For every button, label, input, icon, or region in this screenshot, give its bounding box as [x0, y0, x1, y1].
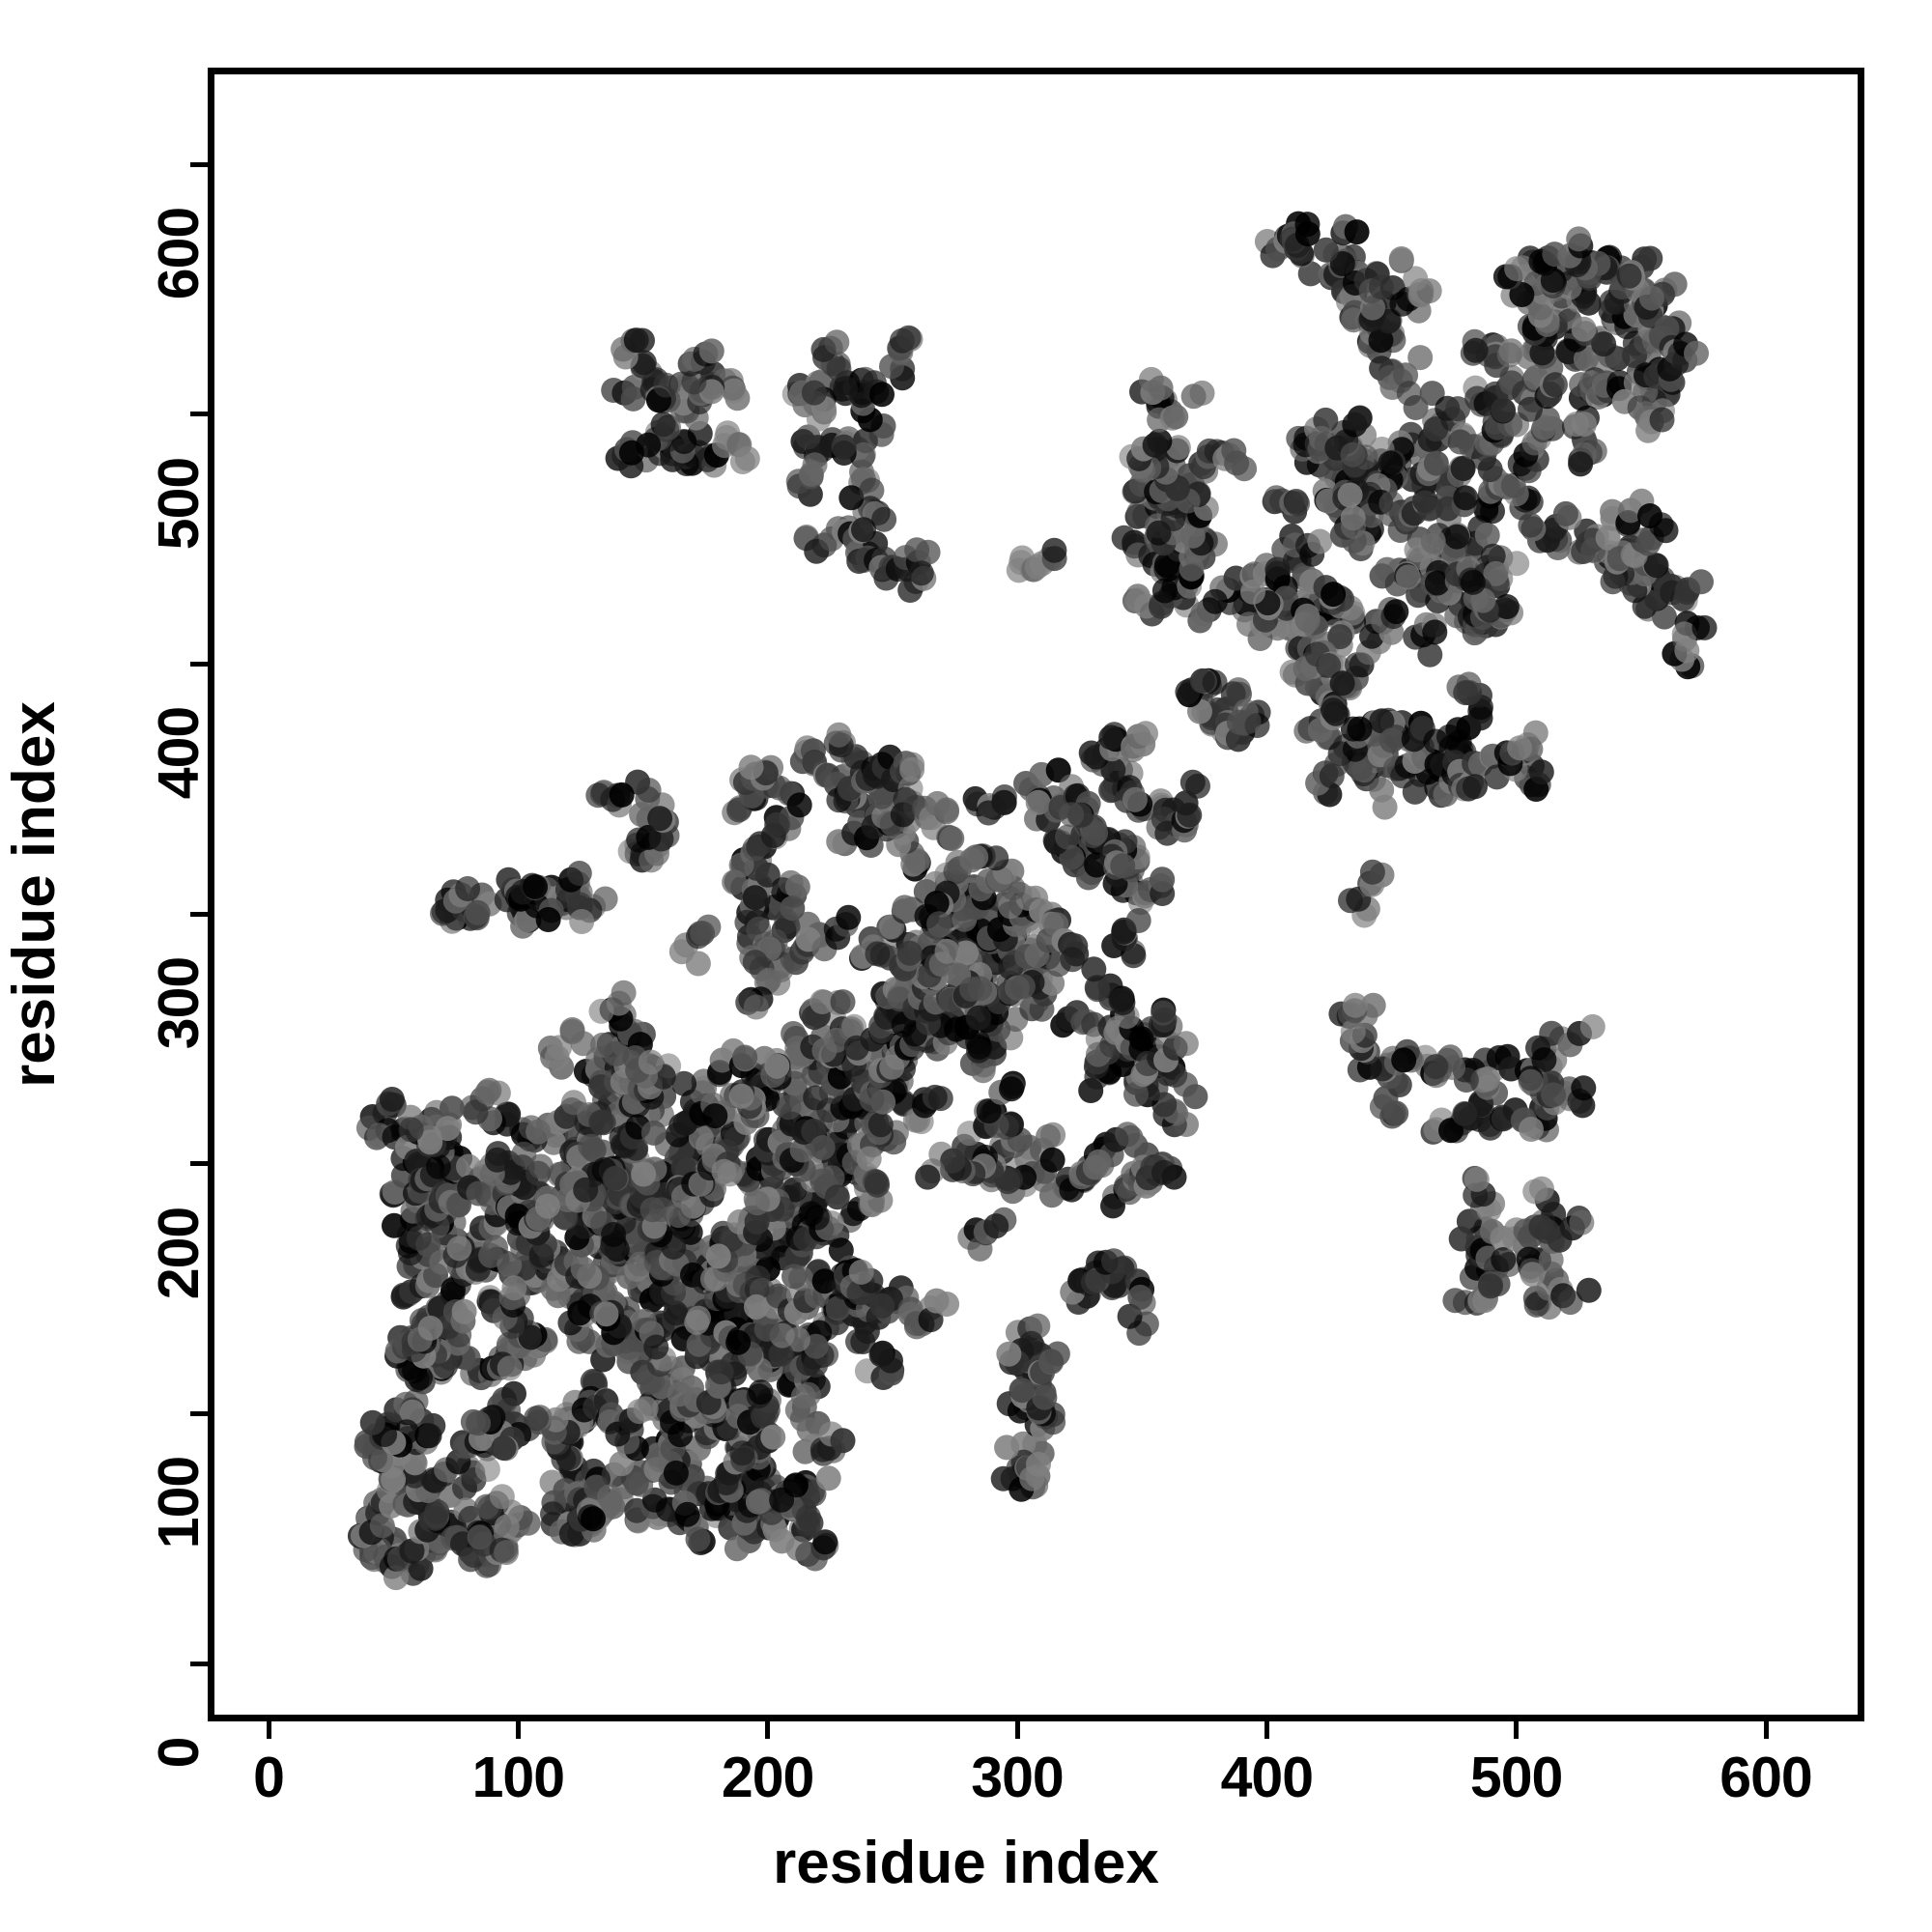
x-axis-tick [1264, 1721, 1269, 1739]
y-axis-tick-label: 200 [147, 1207, 211, 1299]
y-axis-tick-label: 500 [147, 457, 211, 550]
y-axis-tick-label: 100 [147, 1457, 211, 1549]
y-axis-tick [190, 911, 208, 917]
x-axis-tick-label: 100 [471, 1746, 565, 1809]
x-axis-tick-label: 0 [253, 1746, 285, 1809]
x-axis-tick-label: 400 [1220, 1746, 1314, 1809]
x-axis-tick [765, 1721, 771, 1739]
y-axis-tick [190, 161, 208, 167]
y-axis-tick [190, 1661, 208, 1666]
y-axis-tick-label: 400 [147, 707, 211, 800]
plot-frame [208, 68, 1864, 1721]
x-axis-label: residue index [773, 1830, 1159, 1896]
y-axis-tick [190, 1161, 208, 1167]
x-axis-tick [1014, 1721, 1020, 1739]
y-axis-tick [190, 412, 208, 417]
x-axis-tick-label: 200 [721, 1746, 814, 1809]
x-axis-tick [266, 1721, 271, 1739]
x-axis-tick [1514, 1721, 1520, 1739]
y-axis-tick [190, 1410, 208, 1416]
y-axis-tick-label: 300 [147, 956, 211, 1050]
x-axis-tick [515, 1721, 521, 1739]
y-axis-label: residue index [1, 701, 68, 1088]
y-axis-tick [190, 661, 208, 667]
x-axis-tick-label: 500 [1469, 1746, 1563, 1809]
y-axis-tick-label: 0 [147, 1737, 211, 1769]
x-axis-tick-label: 600 [1719, 1746, 1812, 1809]
y-axis-tick-label: 600 [147, 207, 211, 300]
x-axis-tick-label: 300 [971, 1746, 1064, 1809]
x-axis-tick [1763, 1721, 1769, 1739]
